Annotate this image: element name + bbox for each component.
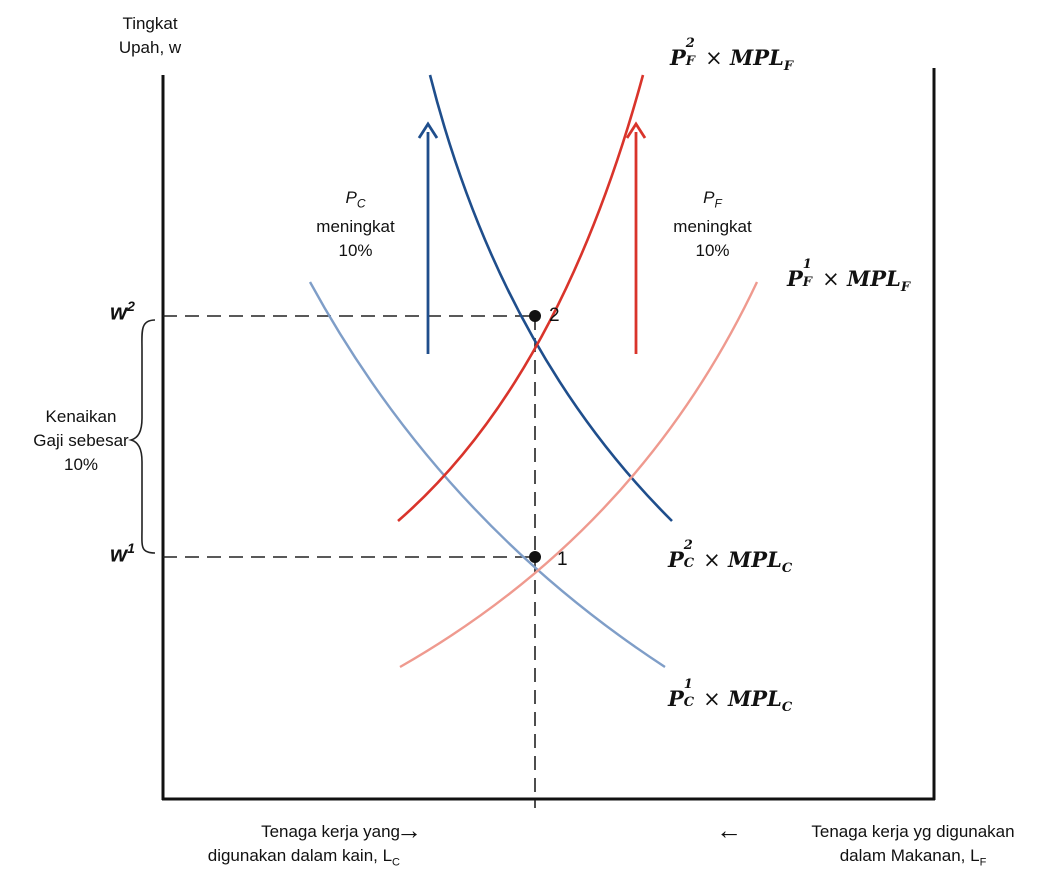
y-axis-label-line2: Upah, w (118, 38, 182, 57)
w1-label: w1 (110, 540, 135, 567)
curve-pf2-mpl-f (397, 74, 645, 522)
curve-pc1-mpl-c (308, 281, 666, 669)
wage-increase-brace (128, 319, 156, 554)
arrow-right-icon: → (396, 815, 422, 845)
y-axis-label: Tingkat Upah, w (105, 12, 195, 60)
equilibrium-point-2 (529, 310, 541, 322)
pf-shift-arrowhead (625, 121, 647, 139)
w2-label: w2 (110, 298, 135, 325)
point-1-label: 1 (557, 549, 568, 570)
pc-shift-arrowhead (417, 121, 439, 139)
pc-increase-label: PC meningkat 10% (316, 188, 395, 261)
wage-increase-label: Kenaikan Gaji sebesar 10% (33, 407, 129, 474)
x-left-label: Tenaga kerja yang digunakan dalam kain, … (207, 822, 400, 869)
x-right-label: Tenaga kerja yg digunakan dalam Makanan,… (811, 822, 1015, 869)
pf-increase-label: PF meningkat 10% (673, 188, 752, 261)
curve-pc2-mpl-c (428, 74, 673, 522)
y-axis-label-line1: Tingkat (122, 14, 178, 33)
arrow-left-icon: ← (716, 815, 742, 845)
point-2-label: 2 (549, 305, 560, 326)
equilibrium-point-1 (529, 551, 541, 563)
curve-pf1-mpl-f (399, 281, 759, 669)
